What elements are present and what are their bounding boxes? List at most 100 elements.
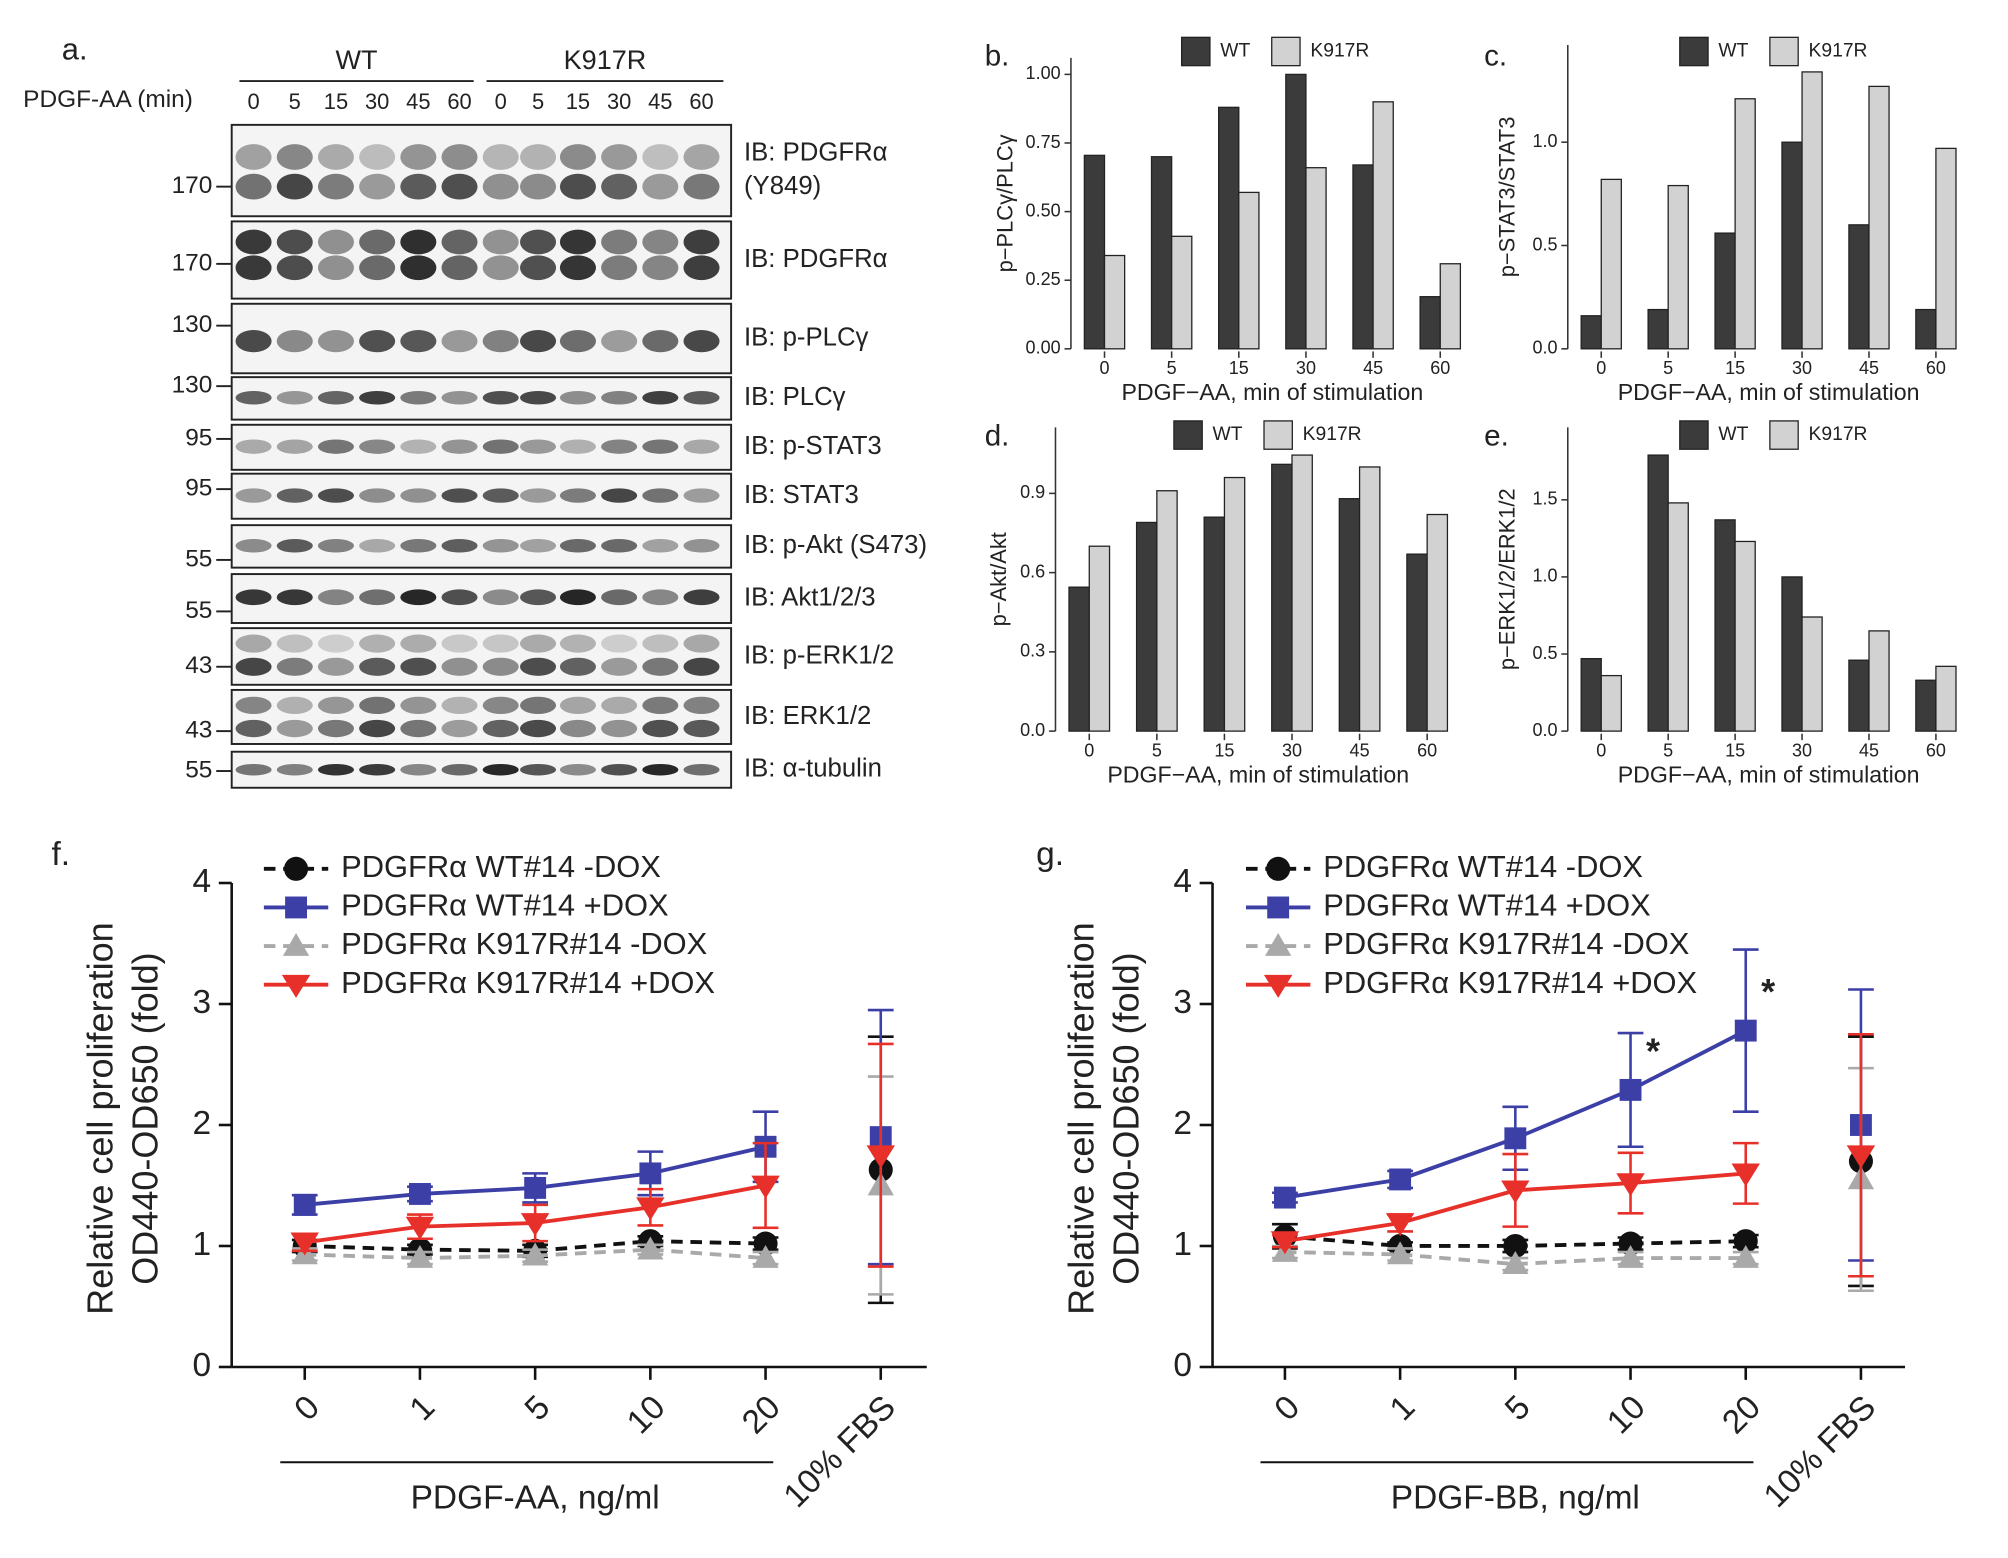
data-point — [753, 1231, 778, 1256]
x-axis-label: PDGF-AA, ng/ml — [411, 1479, 660, 1516]
x-tick-label: 10 — [620, 1389, 672, 1441]
blot-band — [441, 255, 478, 281]
legend-label: PDGFRα WT#14 -DOX — [1323, 849, 1643, 884]
blot-band — [276, 657, 313, 676]
blot-band — [642, 144, 679, 170]
blot-band — [642, 439, 679, 454]
bar — [1271, 463, 1293, 732]
x-axis-label: PDGF−AA, min of stimulation — [1121, 379, 1423, 405]
blot-band — [317, 634, 354, 653]
y-tick-label: 1.0 — [1532, 131, 1557, 151]
legend-marker — [1267, 896, 1290, 919]
bar — [1801, 616, 1823, 732]
blot-band — [559, 144, 596, 170]
blot-band — [642, 657, 679, 676]
x-axis-label: PDGF−AA, min of stimulation — [1618, 379, 1920, 405]
x-tick-label: 0 — [1596, 740, 1606, 760]
data-point — [1616, 1173, 1645, 1197]
y-tick-label: 0.25 — [1026, 269, 1061, 289]
legend-label: PDGFRα K917R#14 +DOX — [341, 965, 715, 1000]
blot-band — [359, 696, 396, 715]
legend-label: WT — [1220, 41, 1250, 62]
x-tick-label: 5 — [1663, 740, 1673, 760]
blot-band — [359, 173, 396, 200]
data-point — [1503, 1233, 1528, 1259]
y-tick-label: 0.9 — [1020, 482, 1045, 502]
blot-band — [441, 763, 478, 776]
y-tick-label: 4 — [192, 863, 211, 900]
legend-label: WT — [1213, 424, 1243, 445]
y-axis-label: p−Akt/Akt — [986, 532, 1011, 626]
blot-band — [359, 488, 396, 503]
blot-frame — [230, 627, 733, 686]
group-label: K917R — [564, 45, 647, 75]
bar — [1088, 545, 1111, 732]
lane-label: 0 — [247, 89, 259, 114]
data-point — [1619, 1078, 1642, 1101]
x-tick-label: 5 — [518, 1389, 557, 1428]
blot-band — [683, 538, 720, 553]
blot-band — [520, 255, 557, 281]
bar — [1868, 85, 1890, 350]
blot-band — [359, 255, 396, 281]
blot-band — [559, 634, 596, 653]
bar — [1647, 308, 1669, 350]
blot-band — [601, 763, 638, 776]
blot-band — [520, 488, 557, 503]
blot-frame — [230, 123, 733, 218]
blot-band — [317, 538, 354, 553]
blot-band — [400, 634, 437, 653]
blot-band — [559, 696, 596, 715]
bar — [1580, 657, 1602, 732]
legend-marker — [284, 856, 309, 881]
data-point — [522, 1242, 549, 1266]
bar — [1734, 540, 1756, 732]
legend-label: K917R — [1310, 41, 1369, 62]
blot-band — [683, 439, 720, 454]
antibody-label: IB: PLCγ — [744, 383, 846, 411]
blot-band — [276, 229, 313, 255]
blot-band — [441, 488, 478, 503]
x-tick-label: 20 — [1715, 1389, 1767, 1441]
bar — [1667, 184, 1689, 350]
blot-band — [359, 719, 396, 738]
blot-band — [441, 634, 478, 653]
annotation: * — [1646, 1030, 1660, 1071]
bar — [1600, 178, 1622, 350]
data-point — [1386, 1241, 1414, 1265]
legend-swatch — [1271, 36, 1301, 67]
blot-band — [520, 439, 557, 454]
blot-band — [235, 696, 272, 715]
panel-label: b. — [985, 40, 1010, 73]
data-point — [751, 1175, 780, 1199]
data-point — [290, 1232, 319, 1256]
bar — [1291, 454, 1313, 732]
mw-label: 170 — [172, 249, 213, 276]
y-tick-label: 0.75 — [1026, 132, 1061, 152]
blot-band — [235, 634, 272, 653]
legend-marker — [1266, 856, 1291, 881]
y-tick-label: 1.5 — [1532, 489, 1557, 509]
blot-band — [400, 439, 437, 454]
lane-label: 30 — [607, 89, 631, 114]
blot-band — [276, 589, 313, 606]
blot-band — [235, 657, 272, 676]
antibody-label: IB: p-PLCγ — [744, 323, 869, 351]
lane-label: 15 — [324, 89, 348, 114]
blot-band — [235, 173, 272, 200]
blot-band — [559, 439, 596, 454]
blot-band — [683, 657, 720, 676]
blot-band — [683, 390, 720, 405]
y-tick-label: 0.50 — [1026, 200, 1061, 220]
annotation: * — [1761, 971, 1775, 1012]
blot-band — [235, 329, 272, 353]
blot-band — [317, 589, 354, 606]
x-axis-label: PDGF−AA, min of stimulation — [1618, 761, 1920, 787]
legend-swatch — [1173, 420, 1203, 450]
blot-band — [235, 488, 272, 503]
blot-band — [482, 634, 519, 653]
blot-band — [276, 538, 313, 553]
blot-band — [601, 634, 638, 653]
x-tick-label: 0 — [1084, 740, 1094, 760]
